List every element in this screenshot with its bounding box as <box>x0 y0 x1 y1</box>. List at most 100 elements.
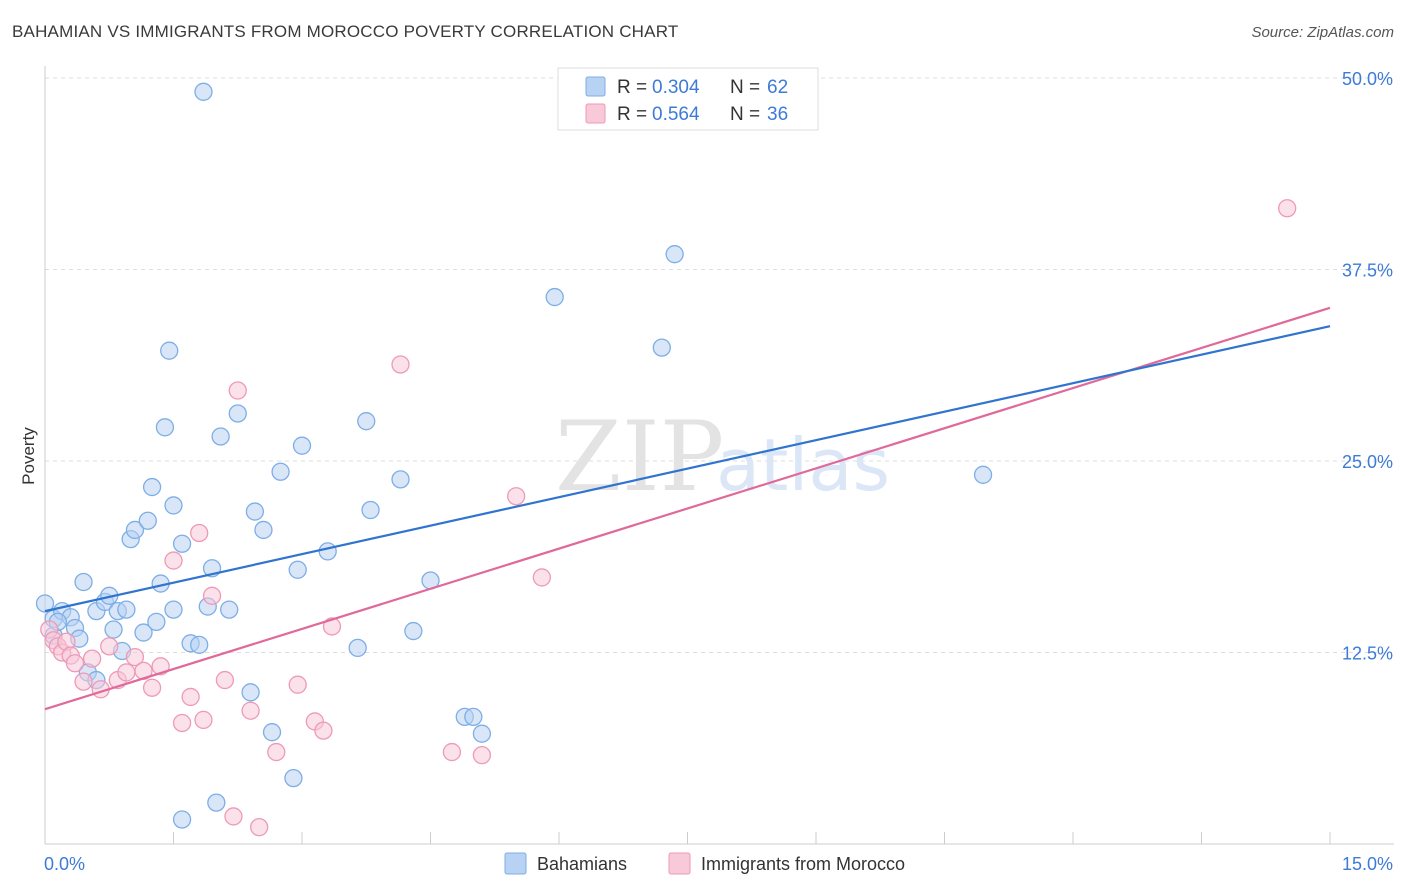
bahamians-point <box>361 500 380 520</box>
morocco-point <box>314 721 333 740</box>
legend-n-value-1: 62 <box>767 77 788 98</box>
bahamians-point <box>220 600 239 619</box>
stats-legend: R = 0.304 N = 62 R = 0.564 N = 36 <box>557 67 819 131</box>
morocco-point <box>202 586 222 605</box>
morocco-point <box>532 568 552 587</box>
bahamians-point <box>142 477 162 497</box>
morocco-point <box>215 670 235 690</box>
morocco-point <box>507 487 526 506</box>
x-tick-label-max: 15.0% <box>1342 854 1393 874</box>
watermark-zip: ZIP <box>555 401 724 513</box>
bottom-legend-swatch-morocco <box>668 852 691 875</box>
bahamians-point <box>211 427 230 446</box>
bahamians-point <box>464 707 483 726</box>
morocco-point <box>82 649 102 668</box>
bahamians-point <box>348 638 367 658</box>
legend-swatch-morocco <box>585 103 606 124</box>
bahamians-point <box>292 436 312 455</box>
morocco-point <box>241 701 260 720</box>
bahamians-point <box>245 502 265 521</box>
x-tick-label-min: 0.0% <box>44 854 85 874</box>
chart-title: BAHAMIAN VS IMMIGRANTS FROM MOROCCO POVE… <box>12 22 679 41</box>
morocco-point <box>288 675 307 694</box>
bahamians-point <box>404 621 423 641</box>
legend-swatch-bahamians <box>585 76 606 97</box>
morocco-point <box>74 672 93 691</box>
bahamians-point <box>155 418 175 437</box>
bahamians-point <box>74 572 93 592</box>
bahamians-point <box>228 404 247 423</box>
bahamians-point <box>164 496 183 515</box>
morocco-point <box>391 355 410 374</box>
bottom-legend-swatch-bahamians <box>504 852 527 875</box>
bahamians-point <box>652 338 671 357</box>
axes <box>44 66 1394 845</box>
legend-n-label-1: N = <box>730 77 760 98</box>
y-tick-label: 12.5% <box>1342 644 1393 664</box>
morocco-point <box>442 742 462 762</box>
morocco-point <box>151 657 170 676</box>
trend-lines <box>44 306 1331 711</box>
source-credit: Source: ZipAtlas.com <box>1251 24 1394 41</box>
legend-r-value-2: 0.564 <box>652 104 700 125</box>
morocco-point <box>100 637 119 656</box>
morocco-point <box>1278 199 1297 218</box>
y-axis-label: Poverty <box>19 427 38 485</box>
morocco-point <box>142 678 162 697</box>
bahamians-point <box>357 412 376 431</box>
bahamians-point <box>262 723 282 742</box>
y-tick-label: 37.5% <box>1342 261 1393 281</box>
bahamians-point <box>318 542 337 561</box>
bahamians-point <box>254 520 273 540</box>
legend-n-value-2: 36 <box>767 104 788 125</box>
bottom-legend-label-morocco: Immigrants from Morocco <box>701 854 905 874</box>
morocco-point <box>228 381 247 400</box>
bahamians-point <box>545 287 564 307</box>
bahamians-point <box>391 470 410 489</box>
series-bahamians-points <box>35 82 993 829</box>
y-tick-label: 50.0% <box>1342 69 1393 89</box>
watermark: ZIP atlas <box>555 401 890 513</box>
gridlines <box>45 77 1392 653</box>
bahamians-point <box>104 620 123 639</box>
morocco-point <box>190 523 209 543</box>
bahamians-point <box>172 534 192 553</box>
bahamians-point <box>194 82 213 101</box>
series-morocco-points <box>40 199 1297 837</box>
morocco-point <box>250 817 269 837</box>
morocco-point <box>267 742 286 762</box>
bahamians-point <box>665 245 684 264</box>
bahamians-point <box>207 793 226 812</box>
bahamians-point <box>125 520 145 540</box>
bahamians-point <box>271 462 290 481</box>
morocco-point <box>224 807 243 826</box>
bottom-legend-label-bahamians: Bahamians <box>537 854 627 874</box>
bahamians-point <box>973 465 993 484</box>
morocco-point <box>125 647 145 667</box>
morocco-point <box>472 745 492 765</box>
legend-r-value-1: 0.304 <box>652 77 700 98</box>
bahamians-point <box>164 600 183 619</box>
legend-n-label-2: N = <box>730 104 760 125</box>
y-tick-labels: 12.5% 25.0% 37.5% 50.0% <box>1342 69 1393 664</box>
bahamians-point <box>147 612 166 632</box>
morocco-point <box>194 710 213 730</box>
watermark-atlas: atlas <box>716 423 890 507</box>
x-tick-labels: 0.0% 15.0% <box>44 854 1393 874</box>
morocco-point <box>322 617 342 636</box>
morocco-point <box>172 713 192 733</box>
bahamians-point <box>138 511 157 530</box>
y-tick-label: 25.0% <box>1342 452 1393 472</box>
morocco-point <box>181 687 200 707</box>
legend-r-label-2: R = <box>617 104 647 125</box>
bahamians-point <box>241 683 260 702</box>
morocco-point <box>117 663 136 682</box>
bahamians-point <box>160 341 179 360</box>
bahamians-point <box>172 810 192 829</box>
bahamians-point <box>284 768 303 788</box>
bahamians-point <box>35 594 55 613</box>
morocco-point <box>65 654 85 673</box>
bahamians-point <box>117 600 136 619</box>
bahamians-point <box>134 623 153 642</box>
